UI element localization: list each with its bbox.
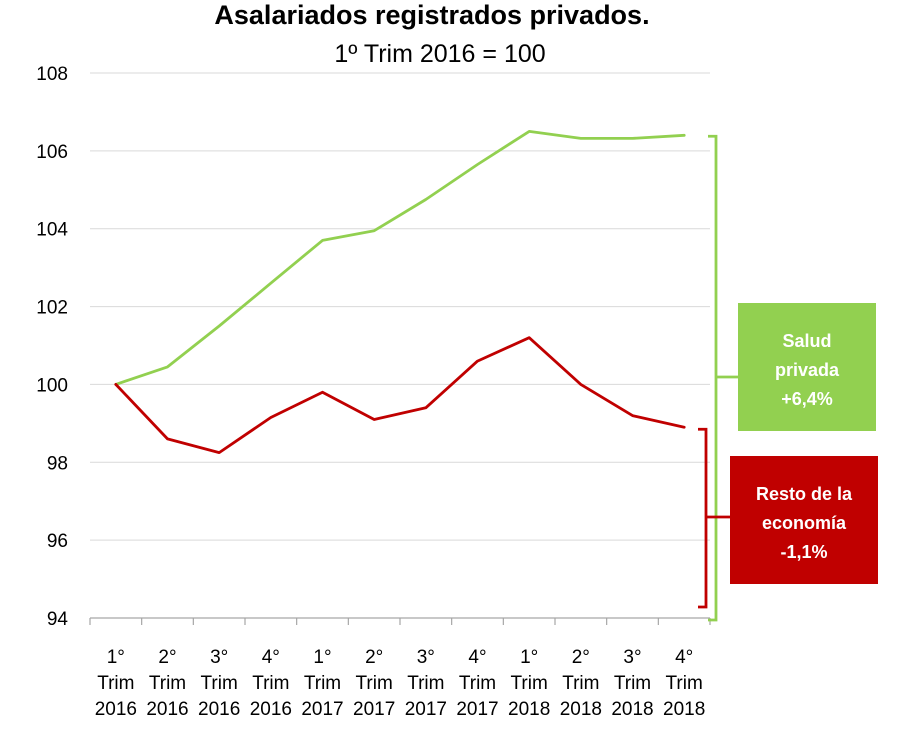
y-tick-label: 108 <box>36 64 68 85</box>
annotation-box-resto <box>730 456 878 584</box>
x-tick-label-line: 4° <box>262 647 280 668</box>
x-tick-label-line: 2016 <box>198 699 240 720</box>
x-tick-label-line: Trim <box>201 673 238 694</box>
annotation-box-resto-text: economía <box>762 513 847 533</box>
x-tick-label-line: 4° <box>675 647 693 668</box>
x-tick-label-line: Trim <box>252 673 289 694</box>
x-axis: 1° Trim 2016 2° Trim 2016 3° Trim 2016 4° Trim 2016… <box>89 617 711 720</box>
x-tick-label: 3° Trim 2018 <box>611 647 653 720</box>
x-tick-label-line: Trim <box>304 673 341 694</box>
x-tick-label-line: 2017 <box>353 699 395 720</box>
x-tick-label-line: 2° <box>158 647 176 668</box>
annotations: Salud privada +6,4% Resto de la economía -1,1… <box>698 134 878 622</box>
x-tick-label-line: 2° <box>365 647 383 668</box>
x-tick-label: 2° Trim 2018 <box>560 647 602 720</box>
x-tick-label-line: 2017 <box>301 699 343 720</box>
x-tick-label: 1° Trim 2016 <box>95 647 137 720</box>
x-tick-label-line: 1° <box>107 647 125 668</box>
x-tick-label-line: Trim <box>614 673 651 694</box>
series-line-resto-de-la-economía <box>114 336 686 455</box>
y-tick-label: 94 <box>47 609 69 630</box>
x-tick-label-line: 2° <box>572 647 590 668</box>
x-tick-label-line: Trim <box>149 673 186 694</box>
bracket-salud <box>708 134 718 622</box>
x-tick-label-line: 3° <box>623 647 641 668</box>
annotation-box-resto-text: Resto de la <box>756 484 853 504</box>
chart-title: Asalariados registrados privados. <box>214 0 649 30</box>
x-tick-label: 1° Trim 2017 <box>301 647 343 720</box>
annotation-box-resto-text: -1,1% <box>780 542 827 562</box>
x-tick-label-line: 2016 <box>146 699 188 720</box>
x-tick-label-line: Trim <box>562 673 599 694</box>
series-line-salud-privada <box>114 129 686 386</box>
annotation-box-salud-text: +6,4% <box>781 389 833 409</box>
x-tick-label: 1° Trim 2018 <box>508 647 550 720</box>
annotation-box-salud <box>738 303 876 431</box>
x-tick-label-line: Trim <box>666 673 703 694</box>
x-tick-label-line: 1° <box>520 647 538 668</box>
x-tick-label-line: 2018 <box>508 699 550 720</box>
x-tick-label-line: 3° <box>417 647 435 668</box>
x-tick-label: 3° Trim 2016 <box>198 647 240 720</box>
x-tick-label-line: Trim <box>407 673 444 694</box>
y-tick-label: 104 <box>36 220 68 241</box>
x-tick-label: 2° Trim 2017 <box>353 647 395 720</box>
x-tick-label: 2° Trim 2016 <box>146 647 188 720</box>
y-tick-label: 100 <box>36 375 68 396</box>
y-tick-label: 96 <box>47 531 68 552</box>
bracket-resto <box>698 427 708 609</box>
x-tick-label-line: 4° <box>468 647 486 668</box>
y-tick-label: 102 <box>36 298 68 319</box>
x-tick-label-line: 2018 <box>611 699 653 720</box>
x-tick-label-line: 2017 <box>456 699 498 720</box>
y-tick-label: 106 <box>36 142 68 163</box>
y-tick-label: 98 <box>47 453 68 474</box>
x-tick-label-line: Trim <box>356 673 393 694</box>
x-tick-label: 4° Trim 2017 <box>456 647 498 720</box>
annotation-box-salud-text: privada <box>775 360 840 380</box>
x-tick-label-line: 2018 <box>560 699 602 720</box>
x-tick-label-line: Trim <box>459 673 496 694</box>
chart-subtitle: 1º Trim 2016 = 100 <box>334 40 545 68</box>
x-tick-label-line: Trim <box>97 673 134 694</box>
series-lines <box>114 129 686 455</box>
x-tick-label: 4° Trim 2016 <box>250 647 292 720</box>
x-tick-label: 4° Trim 2018 <box>663 647 705 720</box>
x-tick-label: 3° Trim 2017 <box>405 647 447 720</box>
y-axis: 94 96 98 100 102 104 106 108 <box>36 64 68 630</box>
x-tick-label-line: 3° <box>210 647 228 668</box>
gridlines <box>90 72 710 541</box>
x-tick-label-line: Trim <box>511 673 548 694</box>
x-tick-label-line: 1° <box>313 647 331 668</box>
x-tick-label-line: 2016 <box>250 699 292 720</box>
x-tick-label-line: 2018 <box>663 699 705 720</box>
x-tick-label-line: 2017 <box>405 699 447 720</box>
annotation-box-salud-text: Salud <box>782 331 831 351</box>
x-tick-label-line: 2016 <box>95 699 137 720</box>
